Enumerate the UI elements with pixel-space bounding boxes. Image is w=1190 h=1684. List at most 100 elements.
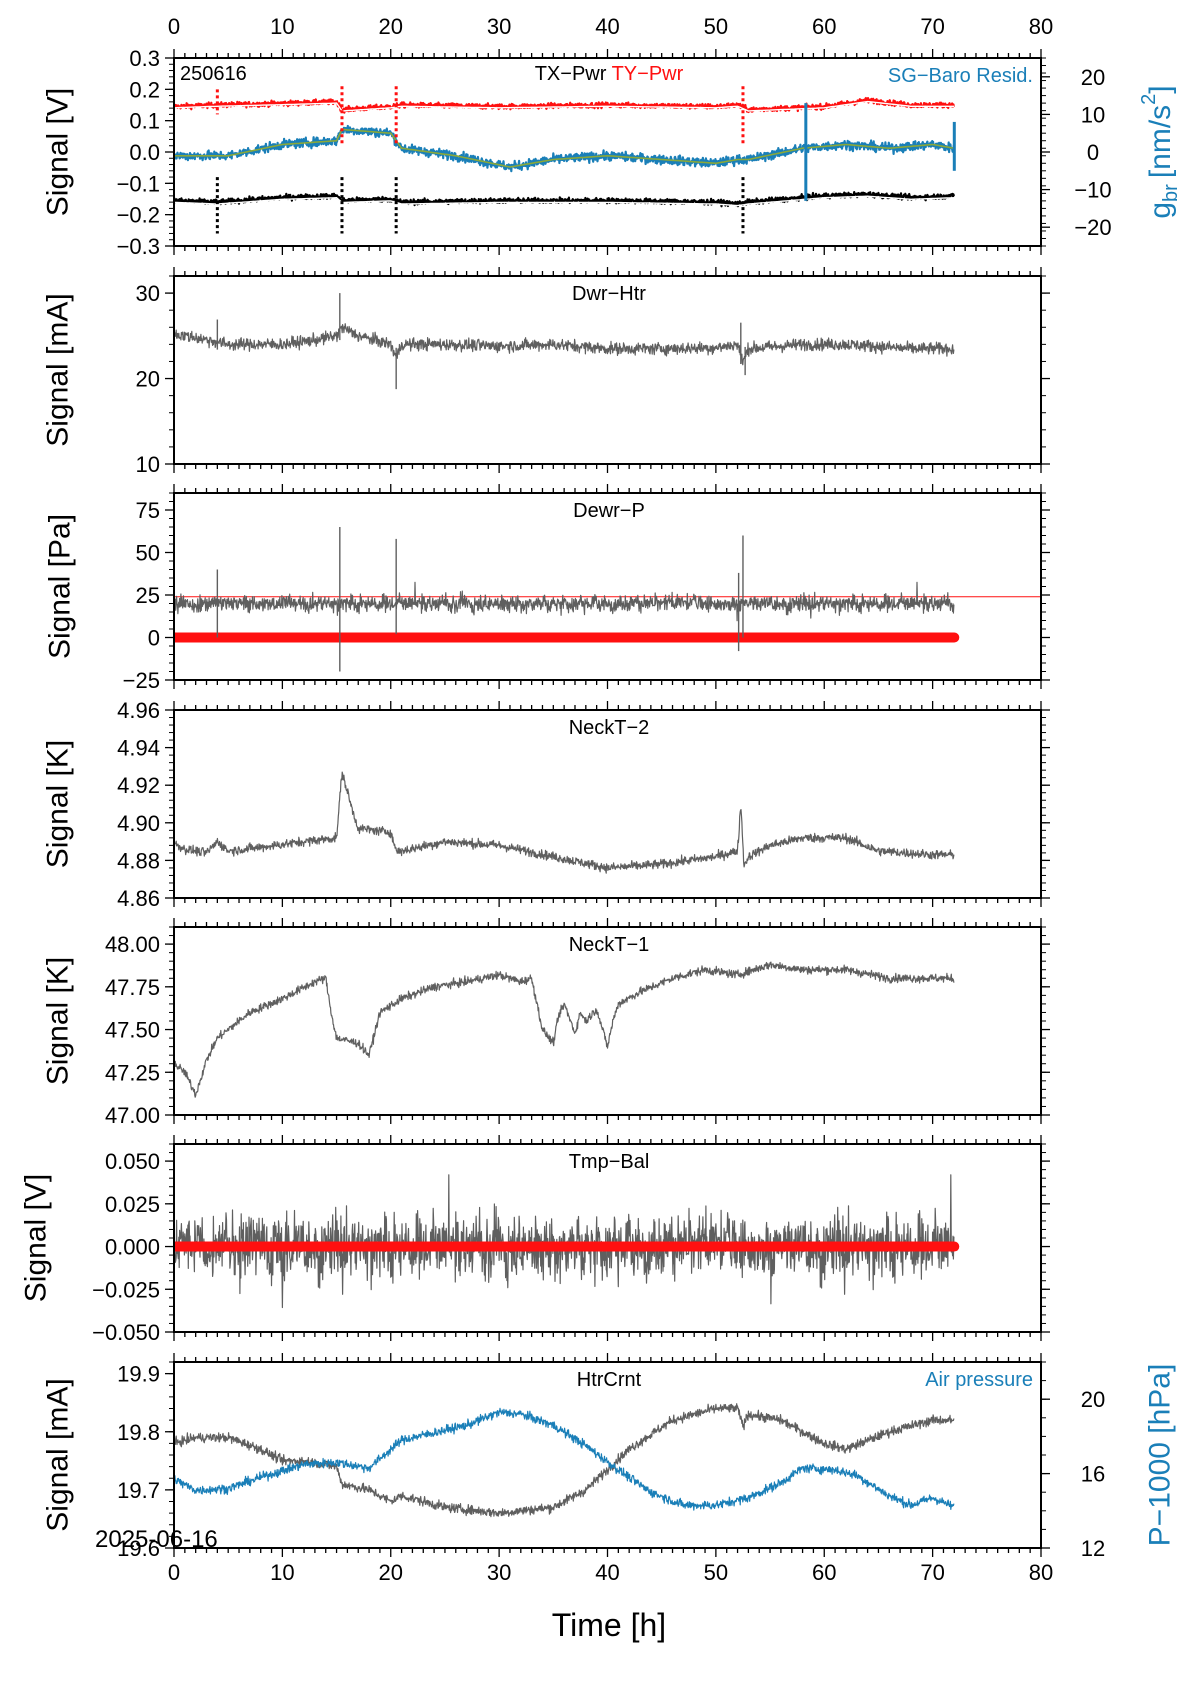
panel-4-plot-area	[174, 961, 955, 1098]
y-axis-label: Signal [mA]	[42, 1378, 75, 1531]
y-tick-label: −0.050	[92, 1320, 160, 1345]
y-tick-label: 0.000	[105, 1235, 160, 1260]
y-axis-label: Signal [Pa]	[44, 514, 77, 659]
panel-title: Dewr−P	[573, 500, 645, 522]
x-tick-label-bottom: 70	[920, 1560, 944, 1585]
y-right-label-sub: br	[1160, 184, 1182, 202]
y-tick-label: 0.0	[129, 140, 160, 165]
y-tick-label: 75	[136, 498, 160, 523]
y-right-label-unit: [nm/s	[1144, 105, 1177, 178]
series-typwr-line	[174, 97, 955, 114]
x-tick-label-top: 70	[920, 14, 944, 39]
y-tick-label: 0.050	[105, 1149, 160, 1174]
legend-air-pressure: SG−Baro Resid.	[888, 65, 1033, 87]
panel-id-label: 250616	[180, 63, 247, 85]
y-tick-label: 19.8	[117, 1420, 160, 1445]
y-tick-label: 48.00	[105, 932, 160, 957]
y-right-label-sup: 2	[1138, 94, 1160, 105]
y-right-tick-label: −20	[1074, 215, 1111, 240]
y-right-tick-label: 20	[1081, 1387, 1105, 1412]
y-tick-label: 19.7	[117, 1478, 160, 1503]
y-right-label-g: g	[1144, 202, 1177, 219]
y-tick-label: 47.50	[105, 1018, 160, 1043]
y-tick-label: 0.2	[129, 77, 160, 102]
x-tick-label-top: 80	[1029, 14, 1053, 39]
y-tick-label: 20	[136, 367, 160, 392]
x-tick-label-top: 20	[379, 14, 403, 39]
x-tick-label-bottom: 80	[1029, 1560, 1053, 1585]
y-tick-label: 47.75	[105, 975, 160, 1000]
y-tick-label: 0.025	[105, 1192, 160, 1217]
x-tick-label-bottom: 30	[487, 1560, 511, 1585]
panel-title: NeckT−2	[569, 717, 650, 739]
y-tick-label: 4.92	[117, 773, 160, 798]
x-tick-label-top: 60	[812, 14, 836, 39]
series-grey-line	[174, 771, 955, 874]
y-tick-label: −0.025	[92, 1277, 160, 1302]
y-tick-label: 47.25	[105, 1060, 160, 1085]
y-right-tick-label: 10	[1081, 102, 1105, 127]
series-sgbaroresid-line	[174, 124, 955, 173]
y-right-label-close: ]	[1144, 85, 1177, 93]
y-tick-label: 25	[136, 583, 160, 608]
y-right-axis-label: gbr [nm/s2]	[1138, 85, 1182, 218]
panel-3-plot-area	[174, 771, 955, 874]
panel-title: TX−Pwr TY−Pwr	[535, 63, 684, 85]
series-airpressure-line	[174, 1407, 955, 1511]
panel-0-plot-area	[174, 86, 956, 234]
x-tick-label-bottom: 20	[379, 1560, 403, 1585]
y-tick-label: 4.90	[117, 811, 160, 836]
y-tick-label: 0.3	[129, 46, 160, 71]
panel-title: NeckT−1	[569, 934, 650, 956]
y-tick-label: 4.96	[117, 698, 160, 723]
series-black-mean-line	[174, 195, 955, 207]
y-tick-label: 0	[148, 626, 160, 651]
panel-2-plot-area	[174, 527, 1041, 672]
date-label: 2025-06-16	[95, 1526, 218, 1553]
series-grey-line	[174, 961, 955, 1098]
x-tick-label-top: 10	[270, 14, 294, 39]
panel-1-plot-area	[174, 293, 955, 390]
y-right-tick-label: 20	[1081, 65, 1105, 90]
y-tick-label: 50	[136, 541, 160, 566]
y-axis-label: Signal [V]	[42, 88, 75, 216]
y-right-axis-label: P−1000 [hPa]	[1144, 1364, 1177, 1547]
series-grey-line	[174, 581, 955, 622]
y-axis-label: Signal [V]	[20, 1174, 53, 1302]
y-right-tick-label: −10	[1074, 178, 1111, 203]
x-tick-label-top: 30	[487, 14, 511, 39]
y-right-tick-label: 0	[1087, 140, 1099, 165]
series-red-mean-line	[174, 100, 955, 112]
title-part-ty: TY−Pwr	[612, 63, 684, 85]
panel-title: Dwr−Htr	[572, 283, 646, 305]
y-tick-label: 47.00	[105, 1103, 160, 1128]
y-tick-label: 0.1	[129, 109, 160, 134]
y-tick-label: 19.9	[117, 1362, 160, 1387]
y-tick-label: −0.1	[117, 171, 160, 196]
x-tick-label-bottom: 0	[168, 1560, 180, 1585]
x-tick-label-top: 50	[704, 14, 728, 39]
series-grey-line	[174, 323, 955, 366]
y-tick-label: 4.86	[117, 886, 160, 911]
title-part-tx: TX−Pwr	[535, 63, 612, 85]
x-tick-label-bottom: 50	[704, 1560, 728, 1585]
y-tick-label: 30	[136, 281, 160, 306]
y-right-tick-label: 16	[1081, 1462, 1105, 1487]
panel-5-plot-area	[174, 1174, 960, 1309]
series-txpwr-line	[174, 191, 955, 208]
x-tick-label-top: 40	[595, 14, 619, 39]
y-axis-label: Signal [mA]	[42, 293, 75, 446]
y-tick-label: 4.88	[117, 848, 160, 873]
series-htrcrnt-line	[174, 1403, 955, 1518]
legend-air-pressure: Air pressure	[925, 1369, 1033, 1391]
y-tick-label: −0.3	[117, 234, 160, 259]
x-axis-label: Time [h]	[552, 1607, 666, 1643]
y-tick-label: 4.94	[117, 736, 160, 761]
x-tick-label-bottom: 40	[595, 1560, 619, 1585]
y-axis-label: Signal [K]	[42, 740, 75, 868]
y-tick-label: 19.6	[117, 1536, 160, 1561]
panel-title: Tmp−Bal	[569, 1151, 650, 1173]
panel-title: HtrCrnt	[577, 1369, 642, 1391]
series-grey-line	[174, 1174, 955, 1309]
